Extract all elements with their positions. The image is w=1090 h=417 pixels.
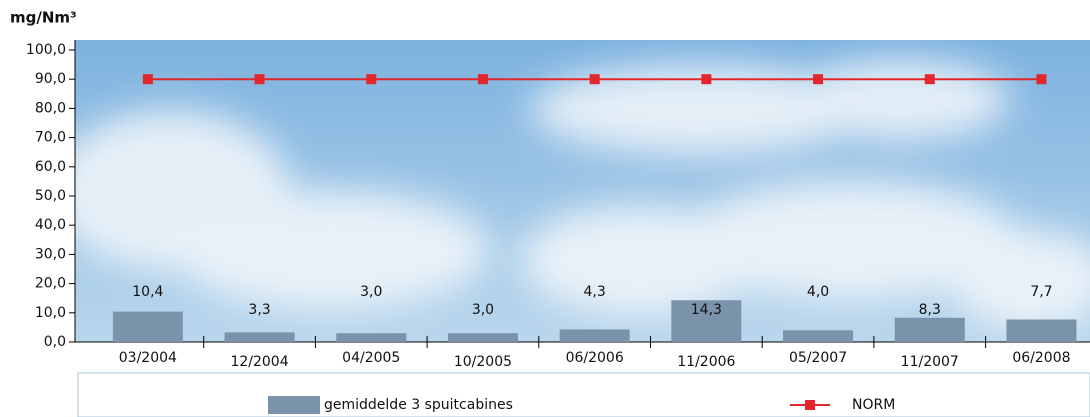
legend-label: NORM — [852, 397, 895, 413]
bar — [224, 332, 295, 342]
legend-swatch — [805, 400, 815, 410]
line-marker — [813, 74, 824, 85]
x-tick-label: 06/2008 — [1012, 350, 1070, 366]
bar — [1006, 319, 1077, 342]
y-tick-label: 40,0 — [35, 217, 66, 233]
x-tick-label: 06/2006 — [566, 350, 624, 366]
bar — [783, 330, 854, 342]
y-tick-label: 20,0 — [35, 276, 66, 292]
x-tick-label: 03/2004 — [119, 350, 177, 366]
line-marker — [142, 74, 153, 85]
data-label: 4,0 — [807, 284, 829, 300]
data-label: 4,3 — [584, 284, 606, 300]
data-label: 3,0 — [472, 302, 494, 318]
x-tick-label: 04/2005 — [342, 350, 400, 366]
y-tick-label: 100,0 — [26, 42, 66, 58]
legend-label: gemiddelde 3 spuitcabines — [324, 397, 513, 413]
line-marker — [924, 74, 935, 85]
data-label: 8,3 — [919, 302, 941, 318]
bar — [559, 329, 630, 342]
data-label: 3,3 — [248, 302, 270, 318]
line-marker — [477, 74, 488, 85]
line-marker — [1036, 74, 1047, 85]
x-tick-label: 05/2007 — [789, 350, 847, 366]
line-marker — [366, 74, 377, 85]
x-tick-label: 12/2004 — [230, 354, 288, 370]
line-marker — [254, 74, 265, 85]
data-label: 10,4 — [132, 284, 163, 300]
y-tick-label: 10,0 — [35, 305, 66, 321]
bar — [336, 333, 407, 342]
bar — [894, 317, 965, 342]
bar — [447, 333, 518, 342]
y-tick-label: 0,0 — [44, 334, 66, 350]
x-tick-label: 11/2006 — [677, 354, 735, 370]
y-tick-label: 30,0 — [35, 246, 66, 262]
y-tick-label: 70,0 — [35, 130, 66, 146]
y-axis-label: mg/Nm³ — [10, 9, 77, 27]
data-label: 14,3 — [691, 302, 722, 318]
data-label: 3,0 — [360, 284, 382, 300]
line-marker — [701, 74, 712, 85]
data-label: 7,7 — [1030, 284, 1052, 300]
bar — [671, 300, 742, 342]
y-tick-label: 50,0 — [35, 188, 66, 204]
bar — [112, 311, 183, 342]
x-tick-label: 10/2005 — [454, 354, 512, 370]
y-tick-label: 60,0 — [35, 159, 66, 175]
line-marker — [589, 74, 600, 85]
legend-swatch — [268, 396, 320, 414]
legend-box — [77, 372, 1090, 417]
y-tick-label: 90,0 — [35, 71, 66, 87]
x-tick-label: 11/2007 — [901, 354, 959, 370]
y-tick-label: 80,0 — [35, 100, 66, 116]
plot-background — [75, 40, 1090, 342]
